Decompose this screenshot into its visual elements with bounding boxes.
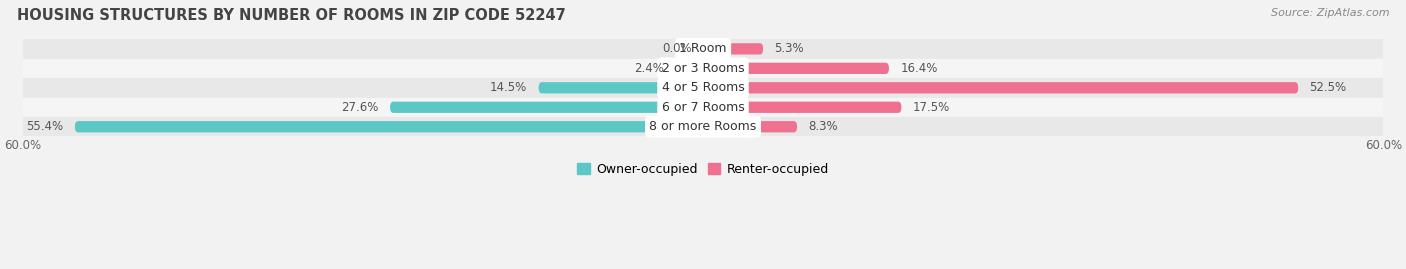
FancyBboxPatch shape bbox=[389, 102, 703, 113]
Text: 8 or more Rooms: 8 or more Rooms bbox=[650, 120, 756, 133]
Text: 55.4%: 55.4% bbox=[27, 120, 63, 133]
Text: HOUSING STRUCTURES BY NUMBER OF ROOMS IN ZIP CODE 52247: HOUSING STRUCTURES BY NUMBER OF ROOMS IN… bbox=[17, 8, 565, 23]
Text: 5.3%: 5.3% bbox=[775, 43, 804, 55]
Text: 27.6%: 27.6% bbox=[342, 101, 378, 114]
Text: Source: ZipAtlas.com: Source: ZipAtlas.com bbox=[1271, 8, 1389, 18]
Text: 16.4%: 16.4% bbox=[900, 62, 938, 75]
Text: 52.5%: 52.5% bbox=[1309, 81, 1347, 94]
Bar bbox=[22, 59, 1384, 78]
FancyBboxPatch shape bbox=[703, 63, 889, 74]
FancyBboxPatch shape bbox=[538, 82, 703, 93]
FancyBboxPatch shape bbox=[703, 102, 901, 113]
FancyBboxPatch shape bbox=[703, 82, 1298, 93]
FancyBboxPatch shape bbox=[703, 121, 797, 132]
Bar bbox=[22, 117, 1384, 136]
Text: 0.0%: 0.0% bbox=[662, 43, 692, 55]
Text: 17.5%: 17.5% bbox=[912, 101, 950, 114]
Text: 14.5%: 14.5% bbox=[491, 81, 527, 94]
Text: 6 or 7 Rooms: 6 or 7 Rooms bbox=[662, 101, 744, 114]
Text: 2 or 3 Rooms: 2 or 3 Rooms bbox=[662, 62, 744, 75]
FancyBboxPatch shape bbox=[703, 43, 763, 55]
Text: 1 Room: 1 Room bbox=[679, 43, 727, 55]
Bar bbox=[22, 78, 1384, 98]
Bar bbox=[22, 39, 1384, 59]
Bar bbox=[22, 98, 1384, 117]
Text: 8.3%: 8.3% bbox=[808, 120, 838, 133]
FancyBboxPatch shape bbox=[75, 121, 703, 132]
Legend: Owner-occupied, Renter-occupied: Owner-occupied, Renter-occupied bbox=[572, 158, 834, 181]
Text: 2.4%: 2.4% bbox=[634, 62, 665, 75]
FancyBboxPatch shape bbox=[676, 63, 703, 74]
Text: 4 or 5 Rooms: 4 or 5 Rooms bbox=[662, 81, 744, 94]
